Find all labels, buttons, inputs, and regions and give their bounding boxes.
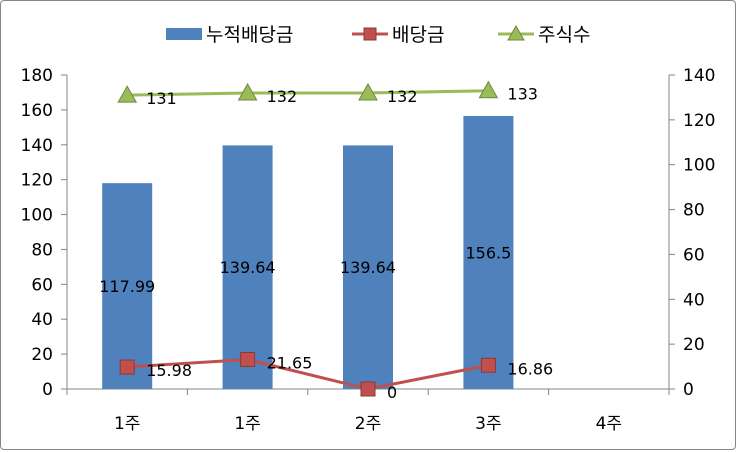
- line-배당금: [127, 358, 489, 391]
- y-right-tick-label: 80: [683, 201, 705, 221]
- bar-series: [102, 115, 514, 389]
- line-data-label: 21.65: [267, 354, 313, 373]
- axes: 0 20 40 60 80 100 120 140 160 180 0 20 40 60 80 100 120 1…: [21, 66, 716, 434]
- x-tick-label: 2주: [355, 414, 381, 434]
- triangle-marker: [237, 82, 258, 101]
- line-data-label: 15.98: [146, 361, 192, 380]
- bar-누적배당금: [343, 145, 393, 389]
- bar-누적배당금: [463, 115, 514, 389]
- y-left-tick-label: 100: [21, 206, 53, 226]
- legend-swatch-bar: [166, 28, 202, 40]
- legend-square-marker: [363, 27, 377, 41]
- legend-label: 주식수: [538, 24, 590, 46]
- y-left-tick-label: 160: [21, 101, 53, 121]
- y-left-tick-label: 180: [21, 66, 53, 86]
- bar-data-label: 139.64: [220, 258, 276, 277]
- square-marker: [119, 359, 135, 375]
- legend: 누적배당금 배당금 주식수: [166, 24, 590, 46]
- y-left-tick-label: 120: [21, 171, 53, 191]
- line-주식수: [127, 89, 489, 97]
- triangle-marker: [478, 80, 499, 99]
- legend-label: 누적배당금: [206, 24, 293, 46]
- line-data-label: 133: [507, 85, 538, 104]
- y-right-tick-label: 100: [683, 156, 715, 176]
- y-right-tick-label: 40: [683, 290, 705, 310]
- y-right-tick-label: 20: [683, 335, 705, 355]
- y-right-tick-label: 140: [683, 66, 715, 86]
- line-data-label: 132: [267, 87, 298, 106]
- y-left-tick-label: 40: [31, 310, 53, 330]
- legend-label: 배당금: [392, 24, 444, 46]
- y-right-tick-label: 120: [683, 111, 715, 131]
- y-left-tick-label: 0: [42, 380, 53, 400]
- y-right-tick-label: 0: [683, 380, 694, 400]
- bar-누적배당금: [222, 145, 273, 389]
- square-marker: [240, 352, 256, 368]
- x-tick-label: 4주: [596, 414, 622, 434]
- y-left-tick-label: 20: [31, 345, 53, 365]
- bar-data-label: 156.5: [465, 243, 511, 262]
- bar-누적배당금: [102, 183, 153, 389]
- x-tick-label: 3주: [475, 414, 501, 434]
- x-tick-label: 1주: [114, 414, 140, 434]
- x-tick-label: 1주: [234, 414, 260, 434]
- triangle-marker: [358, 82, 378, 101]
- triangle-marker: [117, 85, 138, 103]
- line-data-label: 132: [387, 87, 418, 106]
- y-left-tick-label: 140: [21, 136, 53, 156]
- square-marker: [480, 357, 496, 373]
- line-data-label: 16.86: [507, 359, 553, 378]
- y-left-tick-label: 60: [31, 275, 53, 295]
- square-marker: [360, 381, 376, 397]
- data-labels: 117.99 139.64 139.64 156.5 15.98 21.65 0 16.86 1…: [99, 85, 553, 402]
- line-data-label: 131: [146, 89, 177, 108]
- legend-triangle-marker: [507, 24, 525, 41]
- line-series: [117, 80, 499, 397]
- line-data-label: 0: [387, 383, 397, 402]
- bar-data-label: 117.99: [99, 277, 155, 296]
- y-left-tick-label: 80: [31, 240, 53, 260]
- bar-data-label: 139.64: [340, 258, 396, 277]
- y-right-tick-label: 60: [683, 245, 705, 265]
